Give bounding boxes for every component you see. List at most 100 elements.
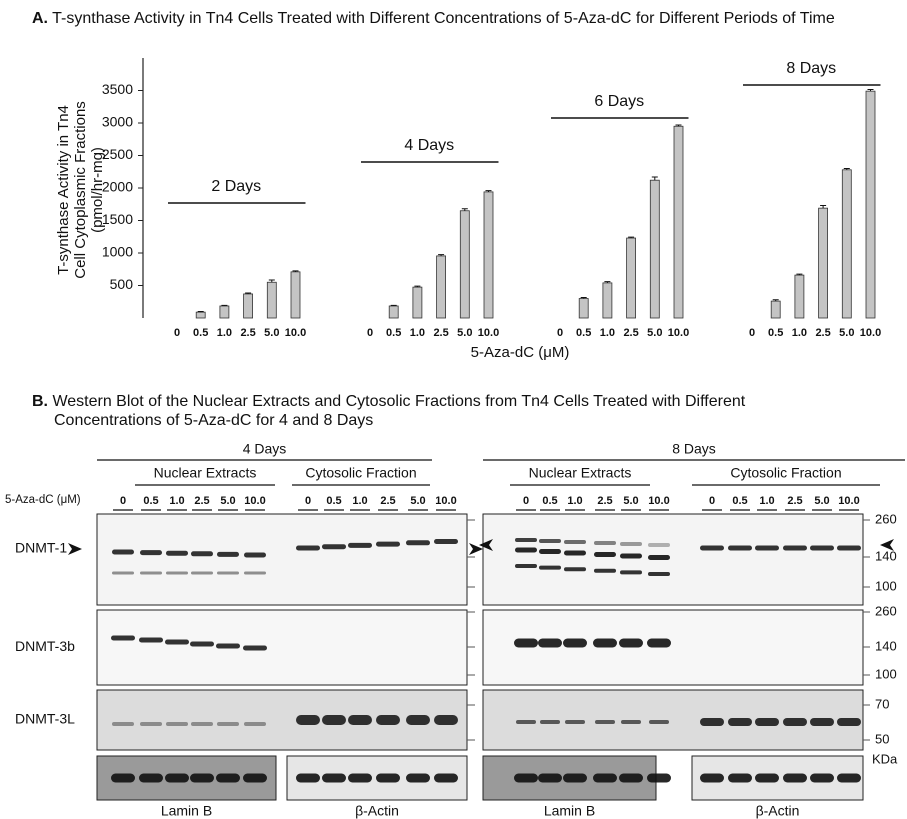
blot-band (564, 550, 586, 556)
x-tick-label: 1.0 (600, 327, 615, 339)
blot-band (595, 720, 615, 724)
error-bar (485, 190, 492, 192)
blot-band (190, 641, 214, 647)
fraction-label: Nuclear Extracts (529, 465, 632, 481)
blot-band (166, 550, 188, 556)
blot-band (217, 551, 239, 557)
blot-band (348, 773, 372, 783)
row-label: DNMT-3b (15, 638, 75, 654)
blot-band (755, 718, 779, 726)
marker-label: 50 (875, 731, 889, 746)
lane-label: 1.0 (352, 495, 367, 507)
blot-band (243, 773, 267, 783)
x-tick-label: 2.5 (815, 327, 830, 339)
blot-band (165, 639, 189, 645)
blot-band (539, 565, 561, 570)
error-bar (604, 281, 611, 283)
bar (266, 281, 277, 319)
blot-title: B. Western Blot of the Nuclear Extracts … (32, 392, 799, 430)
lane-label: 10.0 (648, 495, 669, 507)
group-label: 6 Days (594, 93, 644, 110)
error-bar (245, 292, 252, 294)
blot-band (191, 551, 213, 557)
y-axis-label: (pmol/hr-mg) (89, 147, 106, 233)
blot-band (216, 773, 240, 783)
blot-band (620, 570, 642, 575)
marker-label: 100 (875, 578, 897, 593)
blot-band (376, 715, 400, 725)
bar (290, 271, 301, 319)
bar (388, 305, 399, 319)
bar (219, 305, 230, 319)
x-tick-label: 0 (367, 327, 373, 339)
y-axis-label: Cell Cytoplasmic Fractions (72, 101, 89, 279)
lane-label: 0 (523, 495, 529, 507)
blot-band (516, 720, 536, 724)
x-tick-label: 5.0 (264, 327, 279, 339)
x-tick-label: 1.0 (792, 327, 807, 339)
group-label: 8 Days (786, 60, 836, 77)
bar (770, 300, 781, 319)
lane-label: 2.5 (787, 495, 802, 507)
x-tick-label: 5.0 (839, 327, 854, 339)
lane-label: 2.5 (380, 495, 395, 507)
x-tick-label: 0.5 (193, 327, 208, 339)
blot-band (348, 715, 372, 725)
blot-panel (96, 609, 468, 686)
blot-band (166, 571, 188, 575)
blot-band (191, 571, 213, 575)
x-tick-label: 10.0 (668, 327, 689, 339)
blot-band (783, 545, 807, 551)
blot-band (648, 555, 670, 560)
error-bar (292, 270, 299, 272)
error-bar (867, 89, 874, 92)
y-tick-label: 1500 (102, 211, 133, 227)
error-bar (580, 297, 587, 299)
blot-band (593, 638, 617, 648)
error-bar (414, 285, 421, 288)
blot-band (648, 543, 670, 547)
blot-band (165, 773, 189, 783)
blot-band (296, 773, 320, 783)
blot-band (563, 638, 587, 648)
lane-label: 2.5 (597, 495, 612, 507)
loading-control-label: Lamin B (161, 803, 212, 819)
blot-band (700, 718, 724, 726)
arrowhead (479, 539, 493, 551)
lane-label: 2.5 (194, 495, 209, 507)
x-tick-label: 0 (557, 327, 563, 339)
chart-title: A. T-synthase Activity in Tn4 Cells Trea… (32, 9, 874, 28)
lane-label: 1.0 (567, 495, 582, 507)
blot-band (434, 539, 458, 544)
x-tick-label: 5.0 (647, 327, 662, 339)
x-tick-label: 1.0 (217, 327, 232, 339)
blot-band (837, 545, 861, 551)
blot-panel (482, 513, 864, 606)
y-axis-label: T-synthase Activity in Tn4 (55, 105, 72, 275)
blot-band (563, 773, 587, 783)
bar (865, 90, 876, 319)
loading-control-label: β-Actin (756, 803, 800, 819)
fraction-label: Cytosolic Fraction (730, 465, 841, 481)
arrowhead (469, 543, 483, 555)
lane-label: 5.0 (410, 495, 425, 507)
loading-control-label: β-Actin (355, 803, 399, 819)
blot-band (112, 549, 134, 555)
blot-band (515, 564, 537, 568)
bar (602, 282, 613, 319)
blot-band (139, 637, 163, 643)
blot-band (243, 645, 267, 651)
blot-band (514, 773, 538, 783)
blot-band (837, 718, 861, 726)
error-bar (675, 124, 682, 127)
error-bar (438, 254, 445, 256)
blot-band (728, 773, 752, 783)
bar (673, 125, 684, 319)
panel-label: B. (32, 393, 48, 410)
blot-band (322, 715, 346, 725)
blot-band (700, 773, 724, 783)
loading-control-label: Lamin B (544, 803, 595, 819)
blot-band (322, 773, 346, 783)
x-tick-label: 0 (749, 327, 755, 339)
blot-band (296, 715, 320, 725)
